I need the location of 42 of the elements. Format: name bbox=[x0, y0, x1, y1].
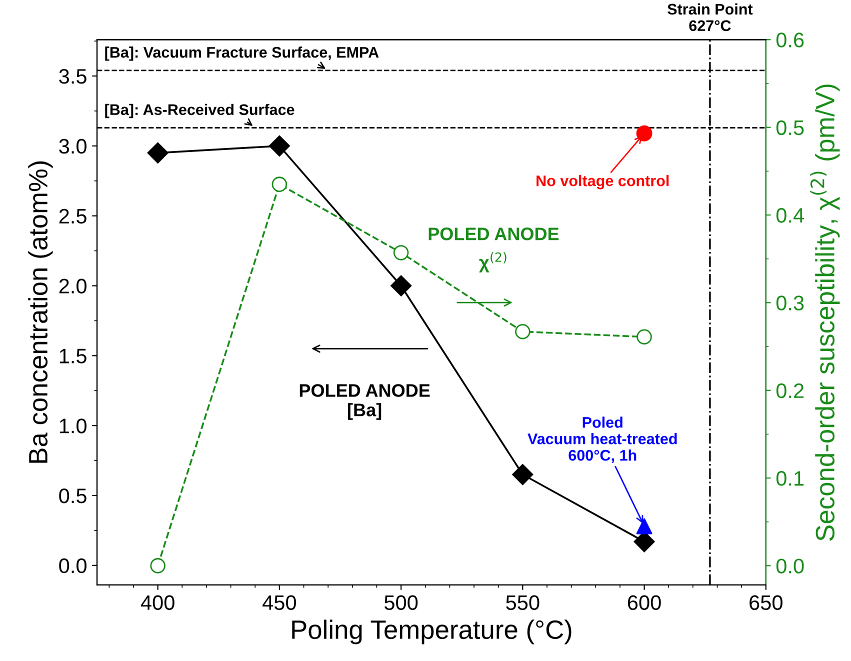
x-tick-label: 650 bbox=[750, 595, 782, 610]
annotation: POLED ANODE χ$^{(2)}$ bbox=[428, 228, 559, 272]
y2-axis-title: Second-order susceptibility, χ$^{(2)}$ (pm/V) bbox=[810, 84, 840, 541]
annotation: Poled Vacuum heat-treated 600°C, 1h bbox=[528, 416, 677, 463]
x-tick-label: 450 bbox=[262, 595, 296, 610]
x-tick-label: 500 bbox=[384, 595, 418, 610]
point bbox=[390, 275, 412, 296]
y2-tick-label: 0.1 bbox=[776, 471, 804, 486]
point bbox=[393, 245, 409, 260]
point bbox=[636, 329, 652, 345]
annotation: No voltage control bbox=[536, 175, 669, 190]
point bbox=[636, 125, 652, 142]
x-tick-label: 400 bbox=[140, 595, 174, 610]
y-tick-label: 1.5 bbox=[60, 348, 86, 364]
point bbox=[636, 518, 652, 534]
y2-tick-label: 0.0 bbox=[776, 558, 804, 574]
ref-line-label: [Ba]: Vacuum Fracture Surface, EMPA bbox=[105, 46, 379, 61]
annotation: POLED ANODE [Ba] bbox=[300, 384, 430, 420]
y2-tick-label: 0.3 bbox=[776, 296, 804, 310]
y-tick-label: 1.0 bbox=[60, 418, 86, 434]
y-tick-label: 3.0 bbox=[59, 138, 86, 154]
point bbox=[268, 135, 290, 156]
point bbox=[150, 558, 166, 574]
ref-line-label: [Ba]: As-Received Surface bbox=[105, 104, 294, 118]
y-axis-title: Ba concentration (atom%) bbox=[28, 161, 53, 463]
point bbox=[272, 176, 288, 192]
y-tick-label: 0.0 bbox=[59, 558, 86, 574]
point bbox=[147, 142, 168, 164]
y2-tick-label: 0.6 bbox=[776, 32, 804, 48]
y2-tick-label: 0.5 bbox=[776, 120, 804, 136]
point bbox=[512, 464, 534, 486]
y-tick-label: 0.5 bbox=[59, 488, 86, 504]
y-tick-label: 2.0 bbox=[59, 278, 86, 294]
y2-tick-label: 0.2 bbox=[776, 383, 804, 398]
y-tick-label: 3.5 bbox=[59, 69, 86, 84]
y2-tick-label: 0.4 bbox=[776, 208, 804, 223]
y-tick-label: 2.5 bbox=[59, 208, 86, 224]
point bbox=[515, 324, 530, 340]
x-tick-label: 550 bbox=[506, 595, 540, 610]
x-axis-title: Poling Temperature (°C) bbox=[292, 620, 572, 644]
x-tick-label: 600 bbox=[628, 595, 661, 610]
ref-line-label: Strain Point 627°C bbox=[668, 3, 753, 32]
